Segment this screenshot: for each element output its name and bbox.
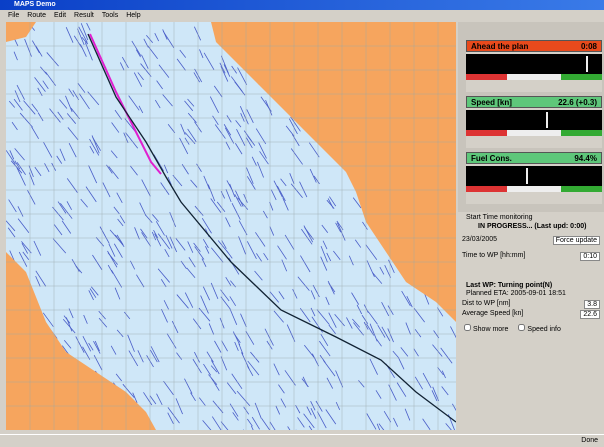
value: 22.6 <box>580 310 600 319</box>
monitor-title: Start Time monitoring <box>466 214 533 221</box>
info-row: Average Speed [kn] 22.6 <box>462 310 600 319</box>
value: 3.8 <box>584 300 600 309</box>
status-bar: Done <box>0 434 604 447</box>
gauge-bar <box>466 166 602 186</box>
gauge-value: 0:08 <box>581 41 597 51</box>
menu-item[interactable]: Route <box>27 10 46 21</box>
eta: Planned ETA: 2005-09-01 18:51 <box>466 290 566 297</box>
gauge-needle <box>546 112 548 128</box>
gauge-bar <box>466 54 602 74</box>
gauge-header: Fuel Cons. 94.4% <box>466 152 602 164</box>
checkbox-label: Show more <box>473 326 508 333</box>
checkbox-input[interactable] <box>518 324 525 331</box>
last-wp: Last WP: Turning point(N) <box>466 282 552 289</box>
menu-bar: File Route Edit Result Tools Help <box>0 10 604 21</box>
gauge: Speed [kn] 22.6 (+0.3) <box>466 96 602 148</box>
gauge-header: Speed [kn] 22.6 (+0.3) <box>466 96 602 108</box>
gauge: Ahead the plan 0:08 <box>466 40 602 92</box>
gauge-label: Fuel Cons. <box>471 153 512 163</box>
gauge-header: Ahead the plan 0:08 <box>466 40 602 52</box>
menu-item[interactable]: Help <box>126 10 140 21</box>
date-row: 23/03/2005 Force update <box>462 236 600 245</box>
gauge: Fuel Cons. 94.4% <box>466 152 602 204</box>
gauge-bar <box>466 110 602 130</box>
gauge-scale <box>466 130 602 136</box>
force-update-button[interactable]: Force update <box>553 236 600 245</box>
info-row: Dist to WP [nm] 3.8 <box>462 300 600 309</box>
menu-item[interactable]: Result <box>74 10 94 21</box>
checkbox-input[interactable] <box>464 324 471 331</box>
menu-item[interactable]: Tools <box>102 10 118 21</box>
label: Average Speed [kn] <box>462 310 523 319</box>
info-row: Time to WP [hh:mm] 0:10 <box>462 252 600 261</box>
status-text: Done <box>581 437 598 444</box>
menu-item[interactable]: File <box>8 10 19 21</box>
gauge-label: Speed [kn] <box>471 97 512 107</box>
gauge-needle <box>526 168 528 184</box>
monitor-status: IN PROGRESS... (Last upd: 0:00) <box>478 223 587 230</box>
gauge-scale <box>466 186 602 192</box>
checkbox-label: Speed info <box>527 326 560 333</box>
checkboxes: Show more Speed info <box>464 324 561 333</box>
gauge-scale <box>466 74 602 80</box>
map[interactable] <box>6 22 456 430</box>
checkbox[interactable]: Speed info <box>518 324 560 333</box>
checkbox[interactable]: Show more <box>464 324 508 333</box>
label: Dist to WP [nm] <box>462 300 511 309</box>
title-bar: MAPS Demo <box>0 0 604 10</box>
value: 0:10 <box>580 252 600 261</box>
label: Time to WP [hh:mm] <box>462 252 525 261</box>
gauge-value: 22.6 (+0.3) <box>558 97 597 107</box>
menu-item[interactable]: Edit <box>54 10 66 21</box>
gauge-value: 94.4% <box>574 153 597 163</box>
gauge-needle <box>586 56 588 72</box>
gauge-label: Ahead the plan <box>471 41 528 51</box>
date: 23/03/2005 <box>462 236 497 245</box>
